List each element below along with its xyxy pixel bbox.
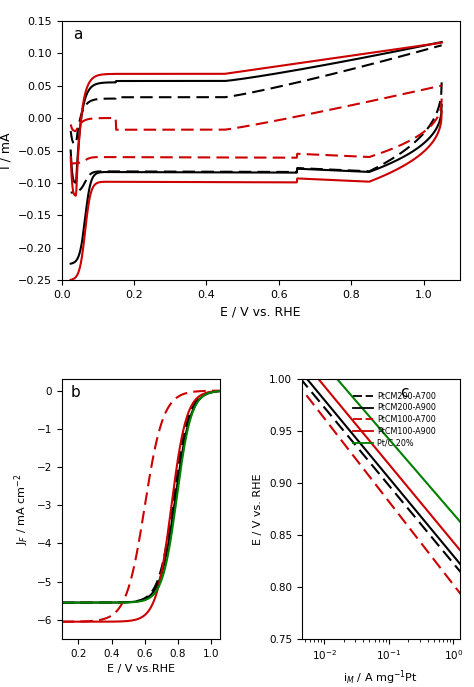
X-axis label: i$_M$ / A mg$^{-1}$Pt: i$_M$ / A mg$^{-1}$Pt xyxy=(343,668,418,686)
X-axis label: E / V vs. RHE: E / V vs. RHE xyxy=(220,306,301,319)
Legend: PtCM200-A700, PtCM200-A900, PtCM100-A700, PtCM100-A900, Pt/C 20%: PtCM200-A700, PtCM200-A900, PtCM100-A700… xyxy=(350,388,439,451)
Y-axis label: E / V vs. RHE: E / V vs. RHE xyxy=(254,473,264,545)
Text: c: c xyxy=(400,385,408,401)
Text: b: b xyxy=(71,385,81,401)
Text: a: a xyxy=(73,27,83,42)
Y-axis label: I / mA: I / mA xyxy=(0,133,12,169)
X-axis label: E / V vs.RHE: E / V vs.RHE xyxy=(107,664,174,674)
Y-axis label: J$_F$ / mA cm$^{-2}$: J$_F$ / mA cm$^{-2}$ xyxy=(12,473,31,545)
